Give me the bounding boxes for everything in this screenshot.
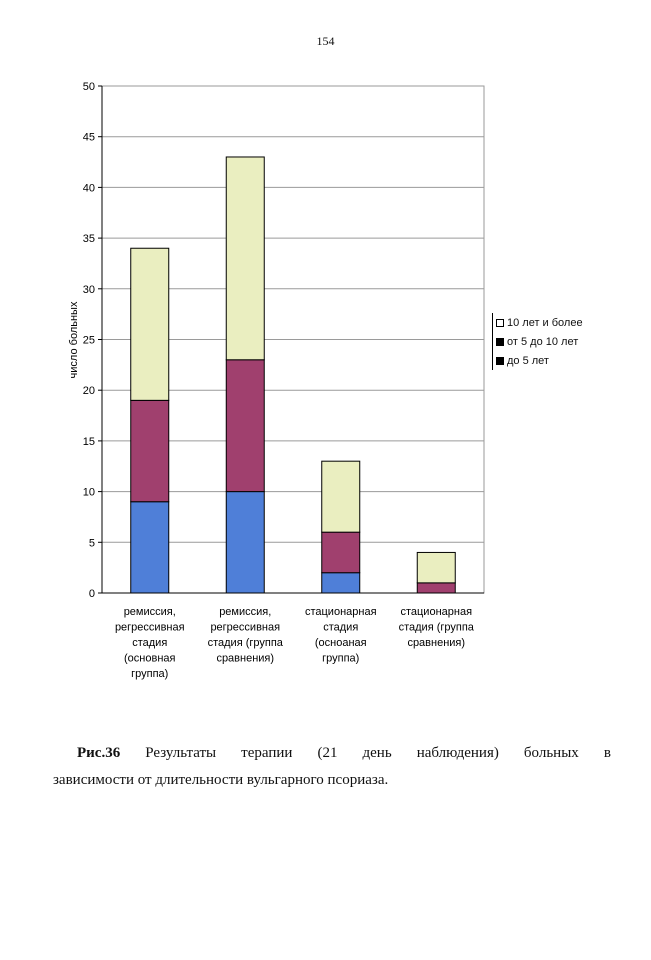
y-tick-label: 50 [83, 81, 95, 93]
page-number: 154 [316, 34, 335, 48]
y-tick-label: 0 [89, 588, 95, 600]
figure-label: Рис.36 [77, 745, 121, 761]
bar-stacks [130, 156, 456, 594]
category-label: (осноаная [315, 637, 367, 649]
y-tick-label: 15 [83, 436, 95, 448]
caption-line-1: Рис.36 Результаты терапии (21 день наблю… [77, 740, 611, 767]
bar-segment [225, 156, 265, 361]
category-labels: ремиссия, регрессивная стадия (основная груп… [115, 606, 475, 680]
y-tick-label: 20 [83, 385, 95, 397]
legend-item-10-plus: 10 лет и более [496, 313, 608, 332]
bar-segment [130, 501, 170, 594]
category-label: сравнения) [216, 653, 274, 665]
y-axis-label: число больных [68, 301, 80, 378]
y-tick-label: 45 [83, 132, 95, 144]
bar-segment [416, 582, 456, 594]
category-label: сравнения) [407, 637, 465, 649]
legend-swatch [496, 337, 504, 346]
bar-segment [321, 531, 361, 574]
caption-word: день [362, 745, 392, 761]
caption-word: (21 [317, 745, 338, 761]
legend-item-under-5: до 5 лет [496, 351, 608, 370]
bar-segment [416, 551, 456, 584]
category-label: группа) [131, 668, 168, 680]
y-tick-label: 40 [83, 182, 95, 194]
bar-segment [321, 572, 361, 594]
category-label: регрессивная [210, 622, 280, 634]
chart-legend: 10 лет и более от 5 до 10 лет до 5 лет [492, 313, 608, 370]
caption-word: Результаты [145, 745, 217, 761]
category-label: ремиссия, [219, 606, 271, 618]
category-label: группа) [322, 653, 359, 665]
bar-segment [225, 491, 265, 594]
caption-word: больных [523, 745, 579, 761]
bar-segment [225, 359, 265, 493]
legend-swatch [496, 356, 504, 365]
y-tick-label: 30 [83, 284, 95, 296]
category-label: стадия (группа [208, 637, 284, 649]
category-label: ремиссия, [124, 606, 176, 618]
y-tick-label: 25 [83, 335, 95, 347]
legend-label: 10 лет и более [507, 316, 583, 329]
category-label: регрессивная [115, 622, 185, 634]
category-label: стадия [323, 622, 358, 634]
stacked-bar-chart: 0 5 10 15 20 25 30 35 40 45 50 ремиссия, регрессивн… [68, 81, 485, 680]
y-tick-label: 5 [89, 537, 95, 549]
category-label: стадия (группа [399, 622, 475, 634]
legend-label: от 5 до 10 лет [507, 335, 579, 348]
category-label: (основная [124, 653, 176, 665]
legend-swatch [496, 318, 504, 327]
y-tick-label: 10 [83, 487, 95, 499]
caption-line-2: зависимости от длительности вульгарного … [53, 772, 389, 788]
category-label: стационарная [400, 606, 472, 618]
legend-item-5-10: от 5 до 10 лет [496, 332, 608, 351]
category-label: стационарная [305, 606, 377, 618]
caption-word: терапии [241, 745, 293, 761]
bar-segment [130, 247, 170, 401]
caption-word: наблюдения) [416, 745, 499, 761]
bar-segment [321, 460, 361, 533]
y-tick-label: 35 [83, 233, 95, 245]
caption-word: в [603, 745, 611, 761]
legend-label: до 5 лет [507, 354, 549, 367]
figure-caption: Рис.36 Результаты терапии (21 день наблю… [53, 740, 611, 794]
category-label: стадия [132, 637, 167, 649]
bar-segment [130, 399, 170, 503]
